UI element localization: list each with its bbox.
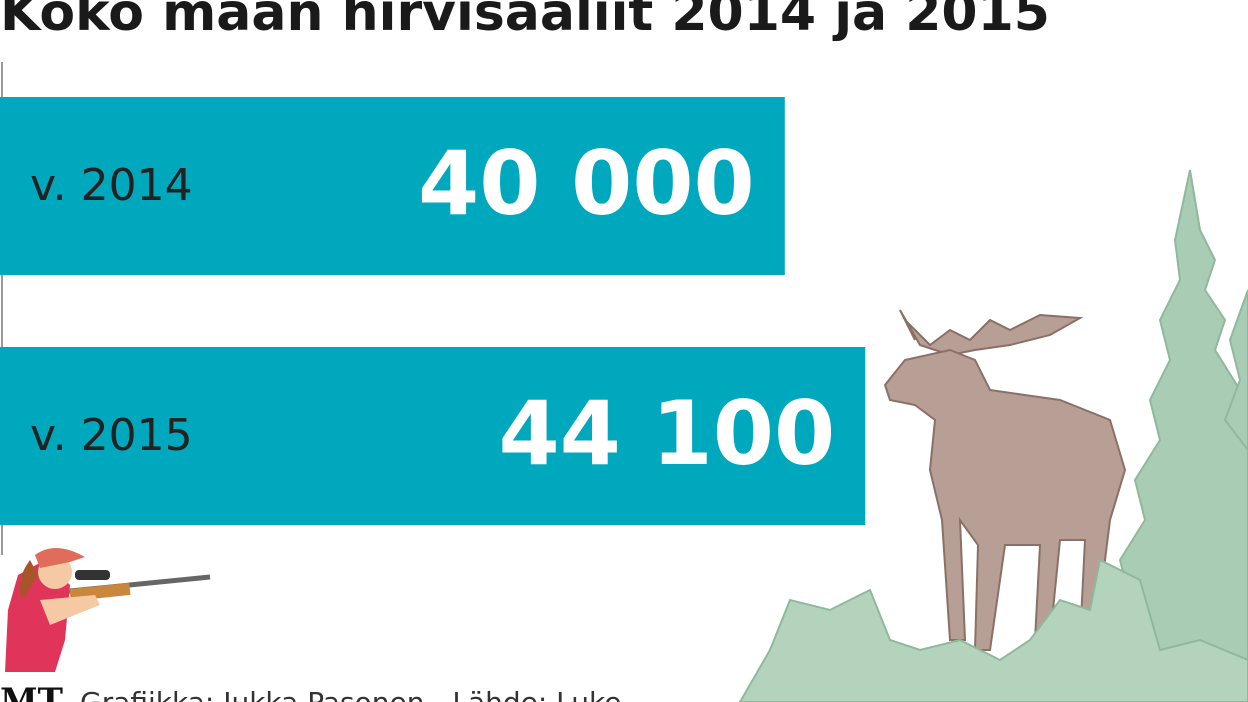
chart-title: Koko maan hirvisaaliit 2014 ja 2015 <box>0 0 1050 43</box>
value-label: 44 100 <box>498 382 835 485</box>
hunter-illustration <box>5 547 211 672</box>
source: Grafiikka: Jukka Pasonen - Lähde: Luke <box>80 686 621 702</box>
logo: MT <box>0 681 63 702</box>
bar <box>0 347 866 525</box>
value-label: 40 000 <box>418 132 755 235</box>
bushes-illustration <box>738 558 1248 702</box>
category-label: v. 2014 <box>30 160 193 211</box>
moose-illustration <box>883 309 1127 651</box>
category-label: v. 2015 <box>30 410 193 461</box>
bar <box>0 97 785 275</box>
